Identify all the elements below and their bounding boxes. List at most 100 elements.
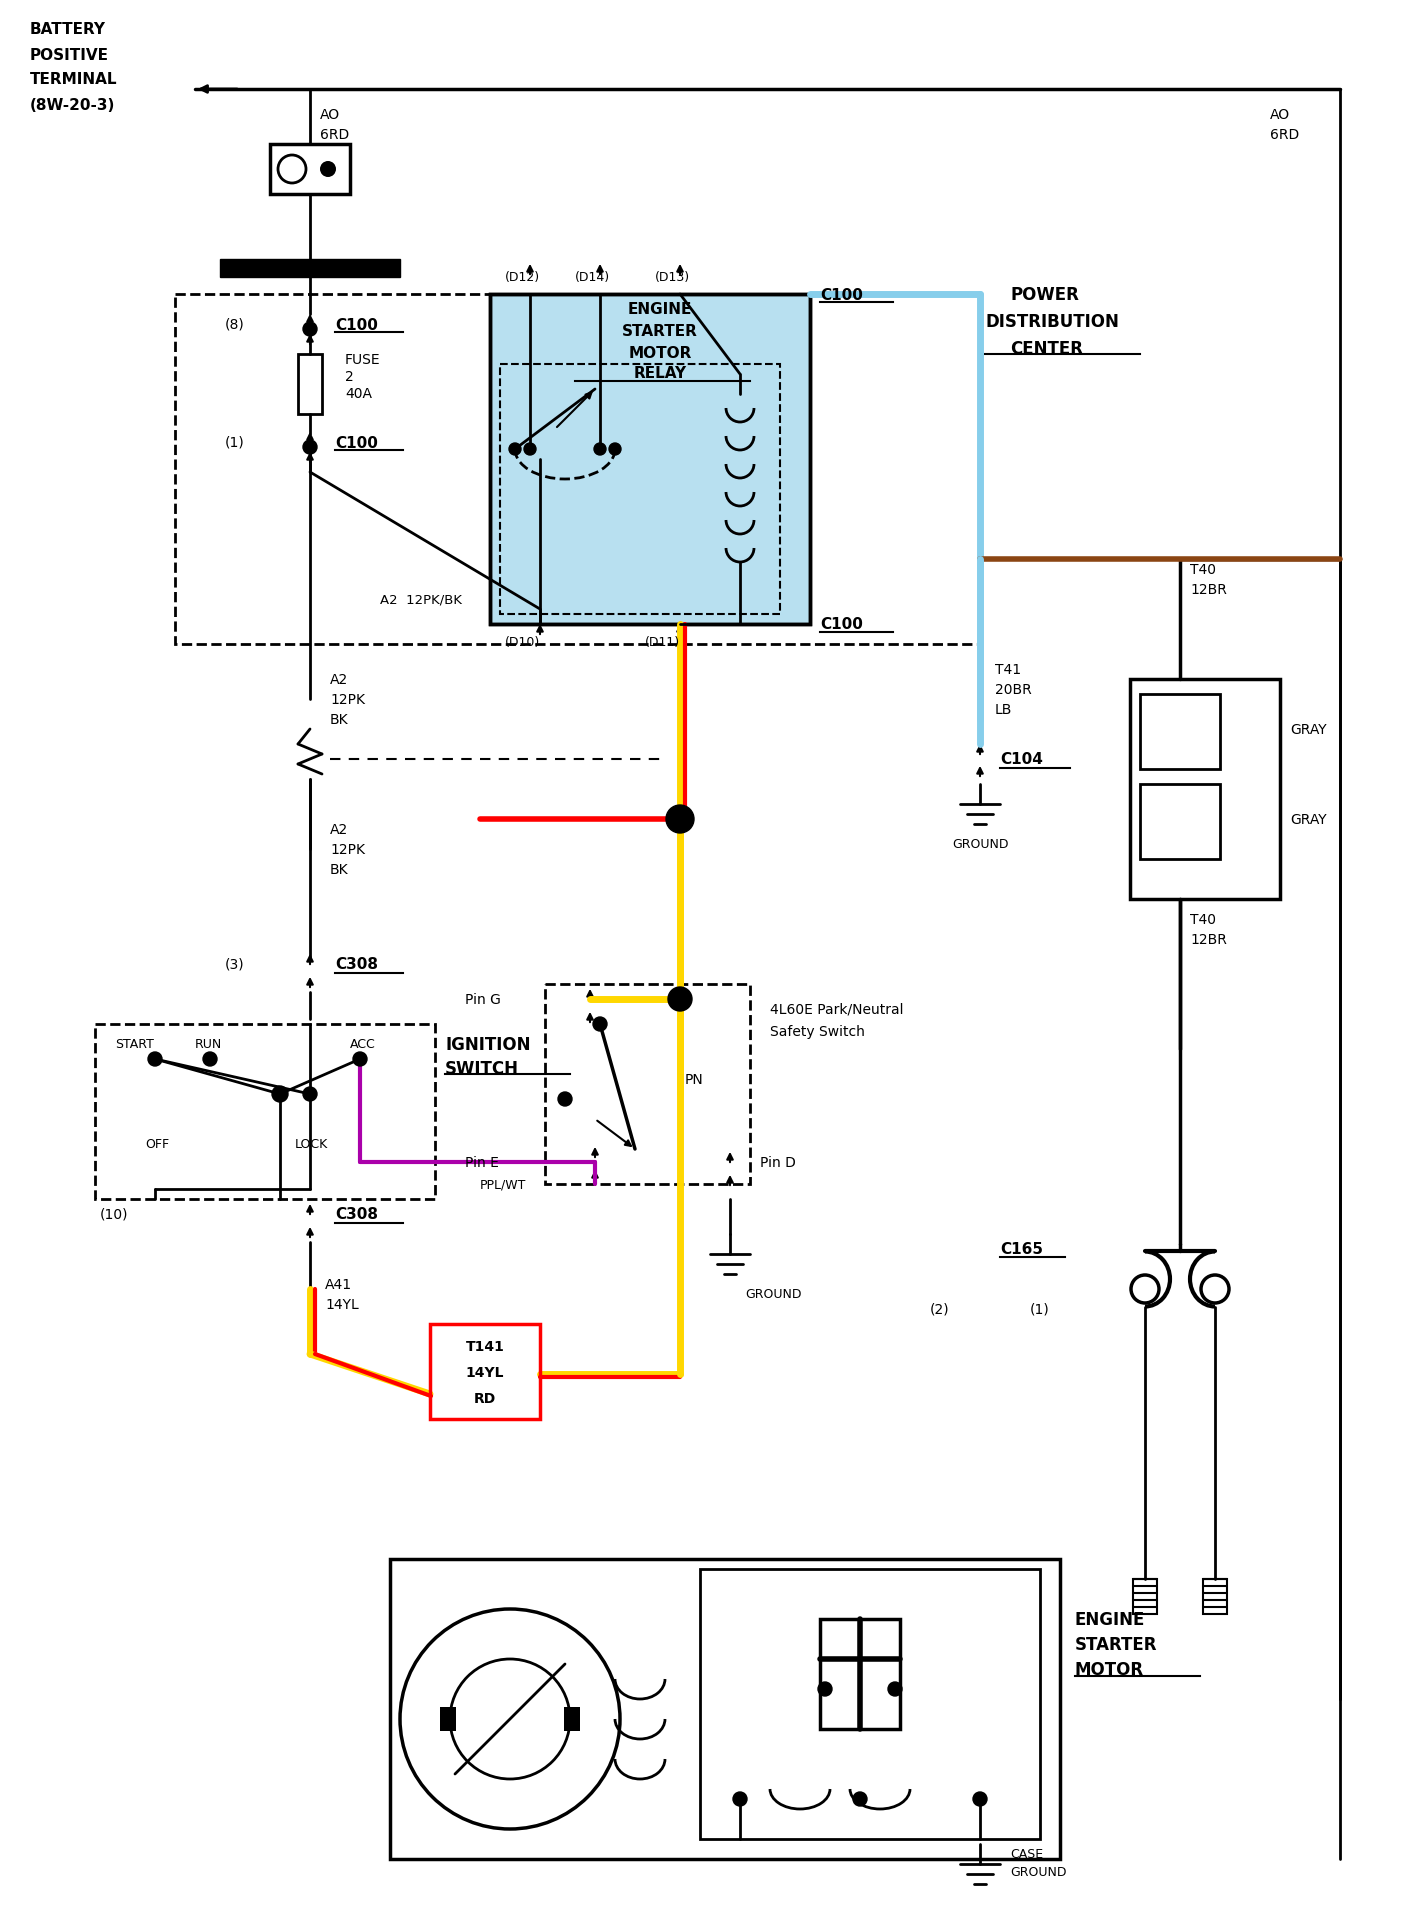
Text: LOCK: LOCK [295,1138,329,1152]
Circle shape [558,1093,572,1106]
Text: C100: C100 [820,618,863,631]
Text: (1): (1) [1030,1302,1049,1316]
Text: DISTRIBUTION: DISTRIBUTION [985,313,1119,330]
Text: (2): (2) [930,1302,950,1316]
Text: (8): (8) [225,318,245,332]
Bar [545,984,750,1184]
Circle shape [148,1053,162,1066]
Text: T40: T40 [1190,563,1216,576]
Text: ENGINE: ENGINE [1075,1610,1145,1629]
Text: C100: C100 [335,435,377,450]
Text: (3): (3) [225,957,245,971]
Text: ACC: ACC [350,1037,376,1051]
Circle shape [973,1793,987,1806]
Text: 12BR: 12BR [1190,584,1227,597]
Bar [490,296,810,625]
Text: 12PK: 12PK [330,692,365,707]
Circle shape [592,1018,607,1032]
Bar [500,364,780,614]
Circle shape [733,1793,748,1806]
Text: C100: C100 [820,288,863,303]
Circle shape [666,805,693,833]
Text: PN: PN [685,1072,703,1087]
Text: IGNITION: IGNITION [446,1036,531,1053]
Text: 2: 2 [345,370,353,383]
Text: START: START [115,1037,154,1051]
Bar [564,1707,580,1732]
Text: POSITIVE: POSITIVE [30,48,110,63]
Bar [820,1619,900,1730]
Circle shape [320,162,336,177]
Text: Pin G: Pin G [466,992,501,1007]
Text: Pin D: Pin D [760,1156,796,1169]
Text: (1): (1) [225,437,245,450]
Bar [440,1707,456,1732]
Text: MOTOR: MOTOR [628,347,692,360]
Text: A2: A2 [330,822,349,837]
Text: (D10): (D10) [506,637,540,648]
Circle shape [668,988,692,1011]
Text: A41: A41 [325,1278,352,1291]
Text: A2: A2 [330,673,349,687]
Text: STARTER: STARTER [1075,1634,1158,1653]
Bar [298,355,322,416]
Text: (8W-20-3): (8W-20-3) [30,97,115,113]
Text: CENTER: CENTER [1010,339,1084,359]
Bar [390,1560,1059,1859]
Circle shape [524,444,535,456]
Text: RD: RD [474,1392,496,1405]
Text: FUSE: FUSE [345,353,380,366]
Circle shape [303,441,318,454]
Text: T141: T141 [466,1339,504,1354]
Text: BK: BK [330,713,349,727]
Circle shape [609,444,621,456]
Text: A2  12PK/BK: A2 12PK/BK [380,593,461,606]
Circle shape [853,1793,867,1806]
Circle shape [303,322,318,338]
Text: MOTOR: MOTOR [1075,1661,1143,1678]
Circle shape [889,1682,901,1695]
Circle shape [353,1053,367,1066]
Text: AO: AO [1270,109,1290,122]
Text: CASE: CASE [1010,1848,1044,1861]
Text: GROUND: GROUND [745,1287,802,1301]
Text: STARTER: STARTER [622,324,698,339]
Text: POWER: POWER [1010,286,1079,303]
Bar [1141,694,1220,770]
Bar [95,1024,434,1200]
Text: GRAY: GRAY [1290,723,1327,736]
Bar [219,259,400,278]
Text: ENGINE: ENGINE [628,303,692,317]
Text: T41: T41 [995,662,1021,677]
Text: (D12): (D12) [506,271,540,284]
Bar [175,296,980,645]
Circle shape [508,444,521,456]
Text: (10): (10) [100,1207,128,1220]
Text: 40A: 40A [345,387,372,400]
Text: RELAY: RELAY [634,366,686,381]
Bar [701,1569,1040,1838]
Text: (D14): (D14) [575,271,609,284]
Text: OFF: OFF [145,1138,169,1152]
Text: C308: C308 [335,1207,377,1222]
Text: C100: C100 [335,317,377,332]
Text: 20BR: 20BR [995,683,1032,696]
Bar [1131,679,1280,900]
Text: GROUND: GROUND [1010,1865,1067,1878]
Bar [1203,1579,1227,1613]
Bar [490,296,810,625]
Text: RUN: RUN [195,1037,222,1051]
Circle shape [817,1682,832,1695]
Text: 14YL: 14YL [325,1297,359,1312]
Bar [1134,1579,1156,1613]
Text: T40: T40 [1190,913,1216,927]
Text: 6RD: 6RD [1270,128,1299,141]
Circle shape [594,444,607,456]
Bar [271,145,350,195]
Text: 14YL: 14YL [466,1365,504,1379]
Text: 4L60E Park/Neutral: 4L60E Park/Neutral [770,1003,903,1016]
Bar [430,1323,540,1419]
Circle shape [204,1053,216,1066]
Text: 12PK: 12PK [330,843,365,856]
Text: TERMINAL: TERMINAL [30,72,118,88]
